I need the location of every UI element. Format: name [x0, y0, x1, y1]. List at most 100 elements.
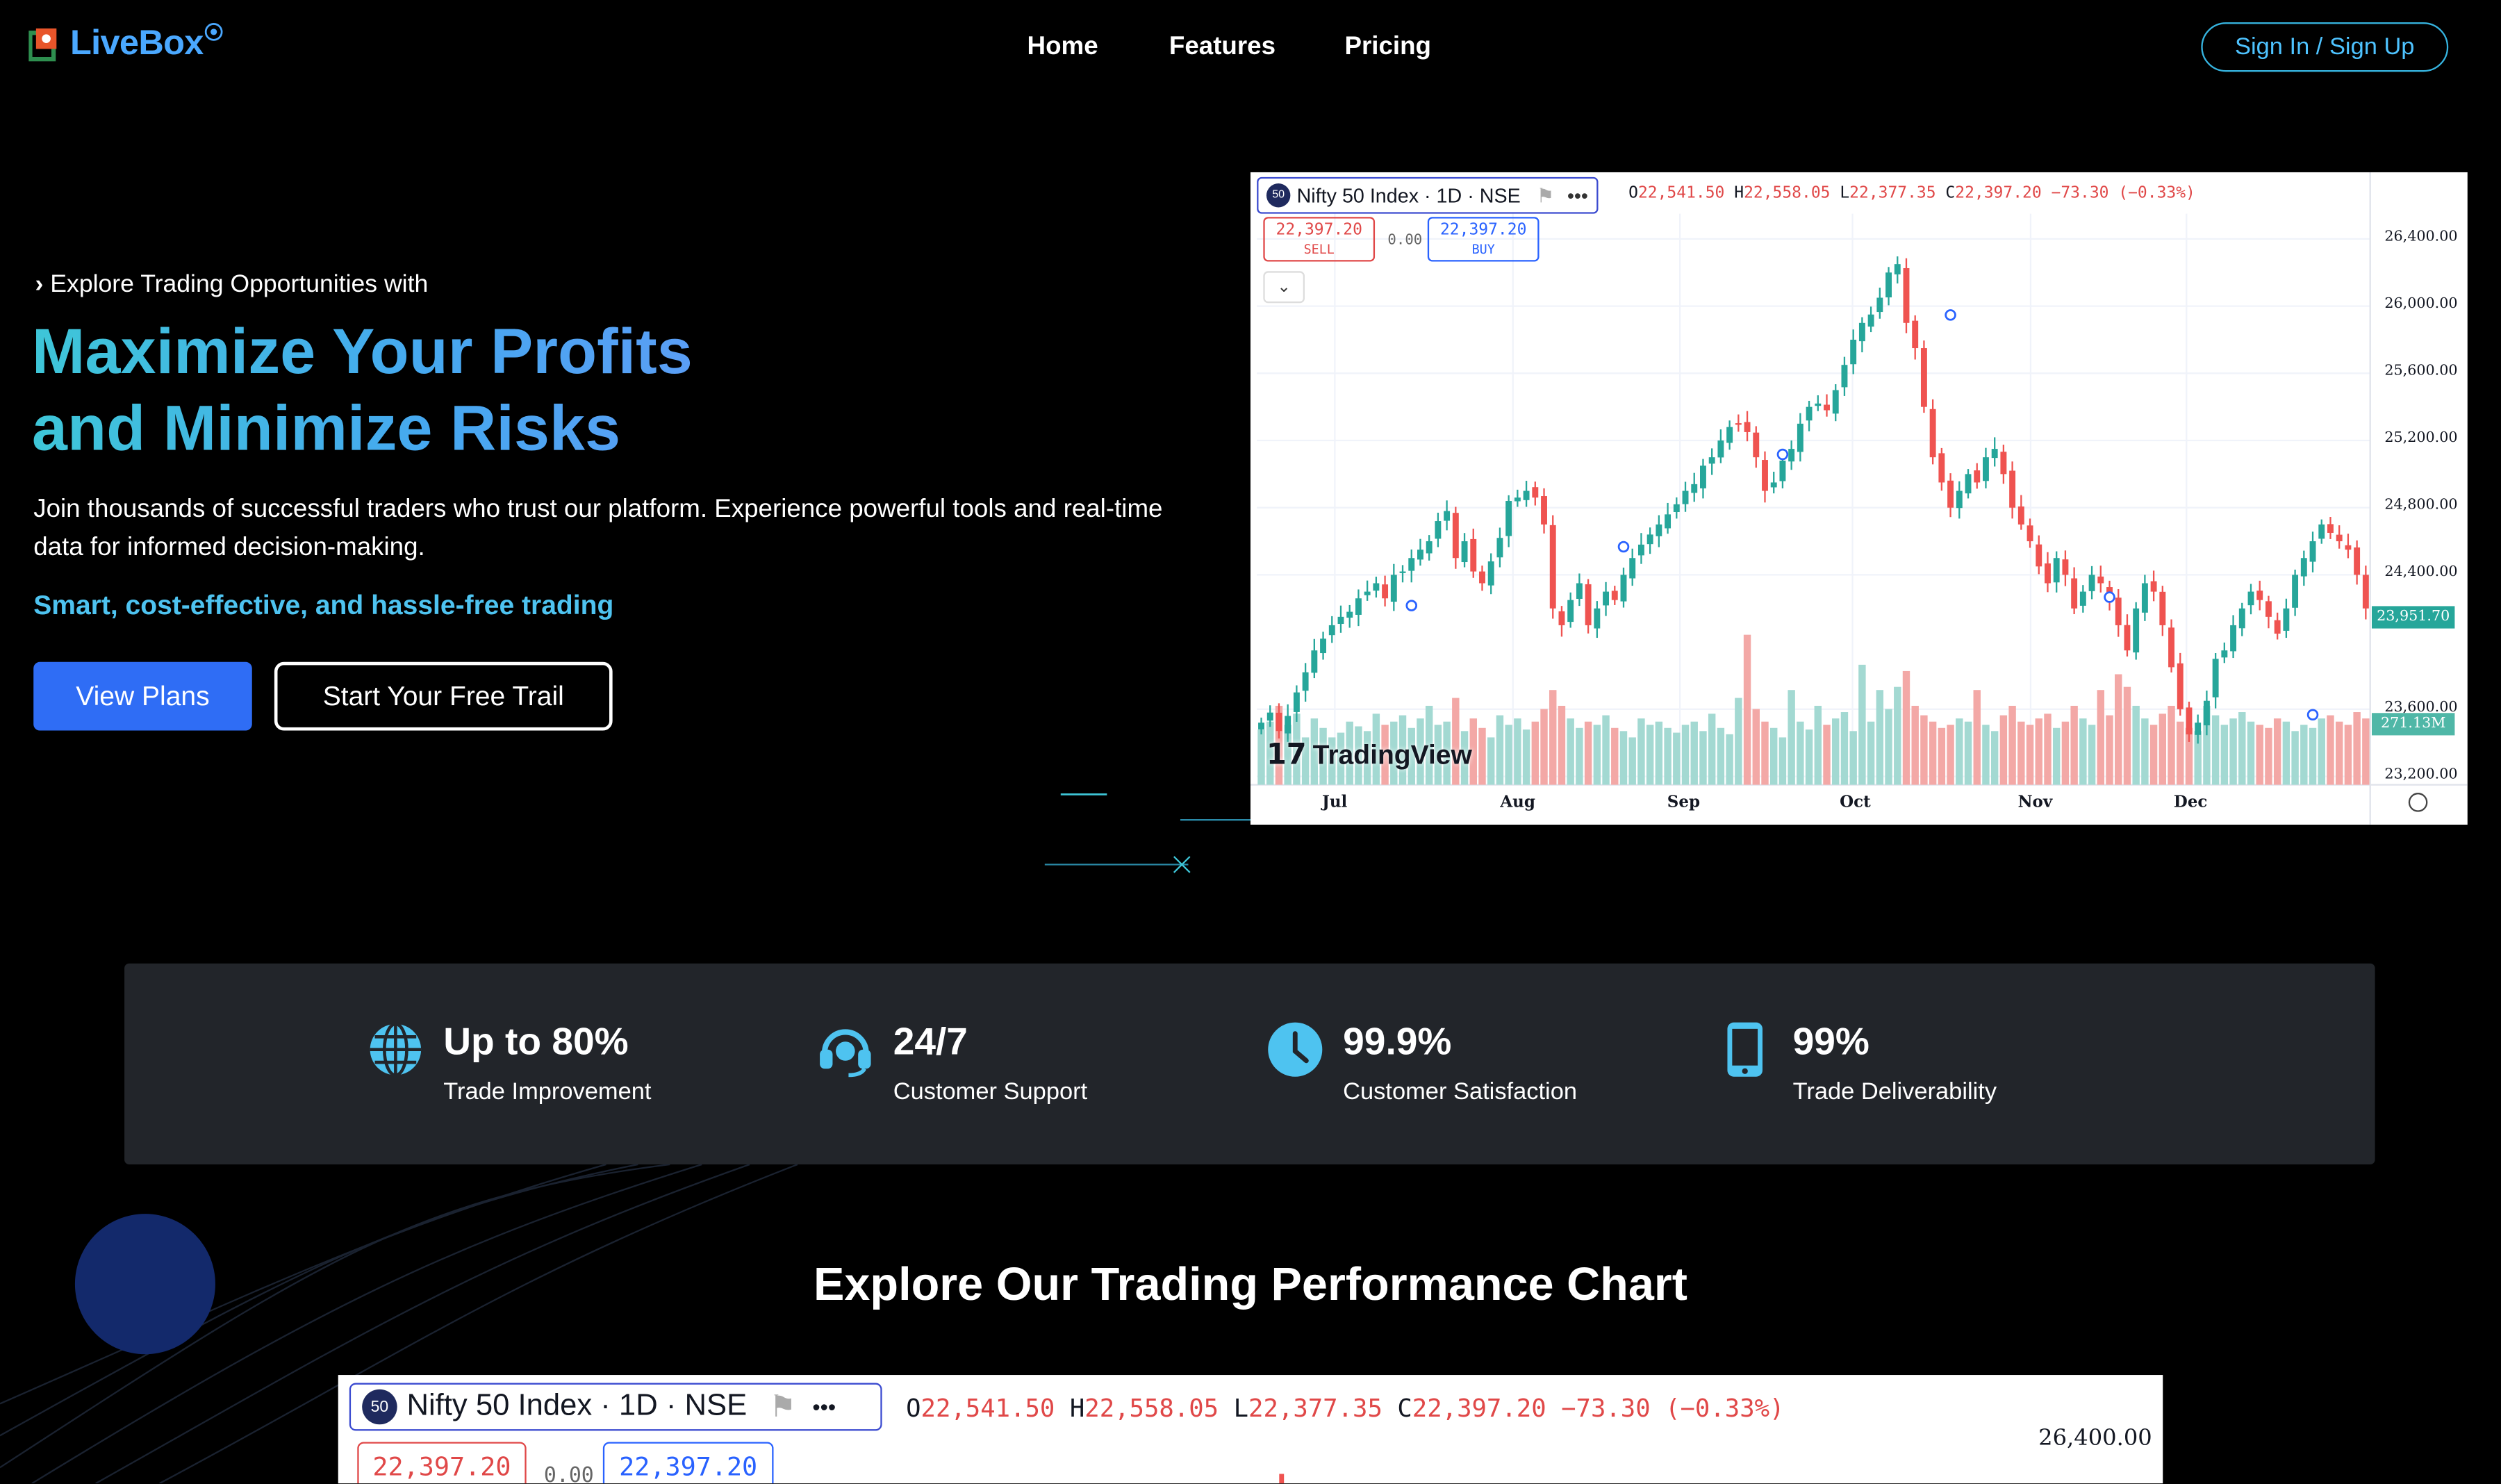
event-marker[interactable] — [1405, 600, 1418, 611]
candle — [1858, 317, 1865, 353]
volume-bar — [1797, 721, 1804, 785]
volume-bar — [2309, 727, 2317, 785]
sell-price: 22,397.20 — [372, 1451, 511, 1482]
candle — [1532, 481, 1539, 506]
candlestick-chart[interactable] — [1250, 172, 2468, 825]
candle — [2265, 595, 2272, 629]
volume-bar — [2052, 727, 2061, 785]
performance-chart-widget[interactable]: 50 Nifty 50 Index · 1D · NSE ⚑ ••• O22,5… — [338, 1375, 2163, 1484]
candle — [2309, 531, 2316, 572]
sell-button[interactable]: 22,397.20 SELL — [1263, 217, 1376, 262]
volume-bar — [1328, 737, 1336, 785]
buy-button[interactable]: 22,397.20 — [602, 1442, 774, 1484]
settings-icon[interactable] — [2408, 793, 2428, 812]
y-tick: 23,600.00 — [2384, 700, 2458, 716]
event-marker[interactable] — [2306, 709, 2319, 721]
volume-bar — [2141, 718, 2149, 785]
y-tick: 25,200.00 — [2384, 431, 2458, 447]
volume-bar — [2194, 731, 2202, 785]
nav-home[interactable]: Home — [1027, 33, 1098, 61]
volume-bar — [2300, 725, 2308, 785]
decorative-streaks — [1044, 793, 1250, 873]
volume-bar — [1902, 670, 1910, 785]
volume-tag: 271.13M — [2372, 713, 2455, 736]
hero-title-line2: and Minimize Risks — [31, 394, 621, 465]
candle — [1903, 258, 1910, 333]
volume-bar — [1381, 725, 1389, 785]
ohlc-readout: O22,541.50 H22,558.05 L22,377.35 C22,397… — [906, 1394, 1785, 1423]
chevron-down-icon[interactable]: ⌄ — [1263, 271, 1305, 304]
stats-bar: Up to 80% Trade Improvement 24/7 Custome… — [124, 963, 2375, 1165]
buy-button[interactable]: 22,397.20 BUY — [1427, 217, 1540, 262]
volume-bar — [2079, 718, 2087, 785]
volume-bar — [1460, 731, 1469, 785]
tradingview-logo[interactable]: 𝟭𝟳 TradingView — [1266, 739, 1472, 772]
hero-title-line1: Maximize Your Profits — [31, 317, 693, 388]
volume-bar — [1576, 727, 1583, 785]
volume-bar — [1911, 705, 1919, 785]
hero-title: Maximize Your Profits and Minimize Risks — [32, 314, 693, 467]
event-marker[interactable] — [1776, 448, 1789, 461]
volume-bar — [2229, 718, 2237, 785]
chart-widget[interactable]: 50 Nifty 50 Index · 1D · NSE ⚑ ••• O22,5… — [1250, 172, 2468, 825]
x-tick: Oct — [1840, 794, 1871, 812]
x-tick: Nov — [2017, 794, 2053, 812]
volume-bar — [1708, 714, 1716, 785]
candle — [1806, 400, 1813, 431]
volume-bar — [1567, 718, 1574, 785]
event-marker[interactable] — [1945, 309, 1956, 321]
volume-bar — [1390, 721, 1398, 785]
signin-button[interactable]: Sign In / Sign Up — [2201, 22, 2449, 72]
view-plans-button[interactable]: View Plans — [33, 661, 252, 731]
hero-kicker: › Explore Trading Opportunities with — [35, 271, 429, 299]
volume-bar — [1408, 727, 1415, 785]
candle — [2159, 586, 2166, 636]
volume-bar — [1805, 729, 1813, 785]
globe-icon — [370, 1022, 422, 1077]
symbol-selector[interactable]: 50 Nifty 50 Index · 1D · NSE ⚑ ••• — [349, 1383, 882, 1431]
candle — [1629, 548, 1636, 586]
free-trial-button[interactable]: Start Your Free Trail — [274, 661, 613, 731]
nav-pricing[interactable]: Pricing — [1344, 33, 1431, 61]
candle — [1938, 447, 1945, 491]
event-marker[interactable] — [2104, 591, 2115, 603]
candle — [1390, 563, 1397, 611]
volume-bar — [1628, 737, 1636, 785]
sell-button[interactable]: 22,397.20 — [357, 1442, 527, 1484]
candle — [2097, 566, 2104, 593]
volume-bar — [1619, 731, 1628, 785]
volume-bar — [1593, 725, 1601, 785]
candle — [1373, 577, 1380, 598]
symbol-badge: 50 — [1266, 183, 1291, 208]
volume-bar — [1637, 718, 1645, 785]
event-marker[interactable] — [1617, 541, 1630, 553]
volume-bar — [1434, 725, 1442, 785]
candle — [2115, 588, 2122, 637]
candle — [1293, 685, 1300, 722]
candle — [1320, 632, 1327, 660]
volume-bar — [2318, 718, 2325, 785]
more-icon[interactable]: ••• — [1567, 184, 1588, 207]
logo-icon — [28, 28, 57, 62]
more-icon[interactable]: ••• — [812, 1394, 836, 1420]
symbol-selector[interactable]: 50 Nifty 50 Index · 1D · NSE ⚑ ••• — [1257, 176, 1598, 214]
candle — [2230, 615, 2237, 659]
candle — [1461, 533, 1468, 568]
x-tick: Dec — [2173, 794, 2208, 812]
candle — [2247, 584, 2254, 615]
volume-bar — [1337, 732, 1345, 785]
ohlc-change: −73.30 (−0.33%) — [2051, 185, 2195, 203]
candle — [1611, 586, 1618, 605]
volume-bar — [2088, 725, 2096, 785]
candle — [2133, 602, 2140, 660]
candle — [2062, 550, 2069, 586]
candle — [1850, 329, 1857, 374]
volume-bar — [1522, 729, 1530, 785]
candle — [2354, 540, 2361, 585]
volume-bar — [2211, 715, 2220, 785]
nav-features[interactable]: Features — [1169, 33, 1276, 61]
y-tick: 26,400.00 — [2384, 229, 2458, 246]
logo[interactable]: LiveBox — [28, 22, 226, 64]
volume-bar — [1584, 721, 1592, 785]
volume-bar — [1514, 718, 1521, 785]
